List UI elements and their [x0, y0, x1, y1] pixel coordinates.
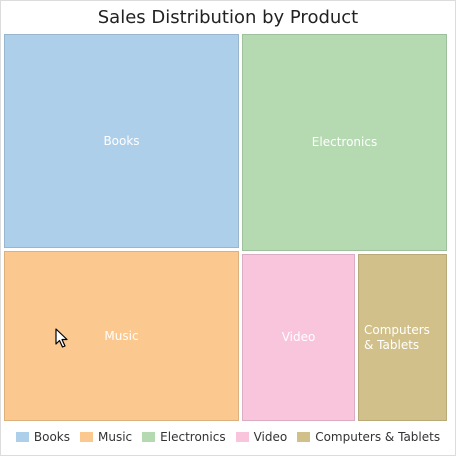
treemap-cell-label: Computers & Tablets: [364, 322, 430, 352]
legend-swatch: [142, 432, 156, 442]
legend-label: Computers & Tablets: [315, 430, 441, 444]
legend-label: Electronics: [160, 430, 226, 444]
legend-swatch: [80, 432, 94, 442]
treemap-cell-label: Electronics: [311, 135, 378, 149]
chart-legend: Books Music Electronics Video Computers & Ta…: [1, 430, 455, 444]
legend-swatch: [297, 432, 311, 442]
legend-item-video[interactable]: Video: [235, 430, 288, 444]
treemap-cell-computers-tablets[interactable]: Computers & Tablets: [358, 254, 447, 421]
legend-item-books[interactable]: Books: [15, 430, 71, 444]
chart-title: Sales Distribution by Product: [97, 7, 359, 28]
legend-item-computers-tablets[interactable]: Computers & Tablets: [297, 430, 440, 444]
treemap-cell-books[interactable]: Books: [4, 34, 239, 248]
mouse-pointer-icon: [55, 328, 68, 348]
legend-label: Video: [253, 430, 288, 444]
treemap-cell-music[interactable]: Music: [4, 251, 239, 421]
legend-label: Books: [33, 430, 71, 444]
legend-label: Music: [98, 430, 133, 444]
treemap-cell-label: Music: [104, 328, 139, 343]
treemap-plot-area: Books Music Electronics Video Computers & Ta…: [4, 34, 450, 424]
treemap-cell-electronics[interactable]: Electronics: [242, 34, 447, 251]
legend-item-electronics[interactable]: Electronics: [142, 430, 226, 444]
treemap-cell-label: Video: [281, 330, 316, 344]
treemap-cell-label: Books: [103, 133, 140, 148]
legend-swatch: [15, 432, 29, 442]
legend-item-music[interactable]: Music: [80, 430, 132, 444]
treemap-cell-video[interactable]: Video: [242, 254, 355, 421]
legend-swatch: [235, 432, 249, 442]
